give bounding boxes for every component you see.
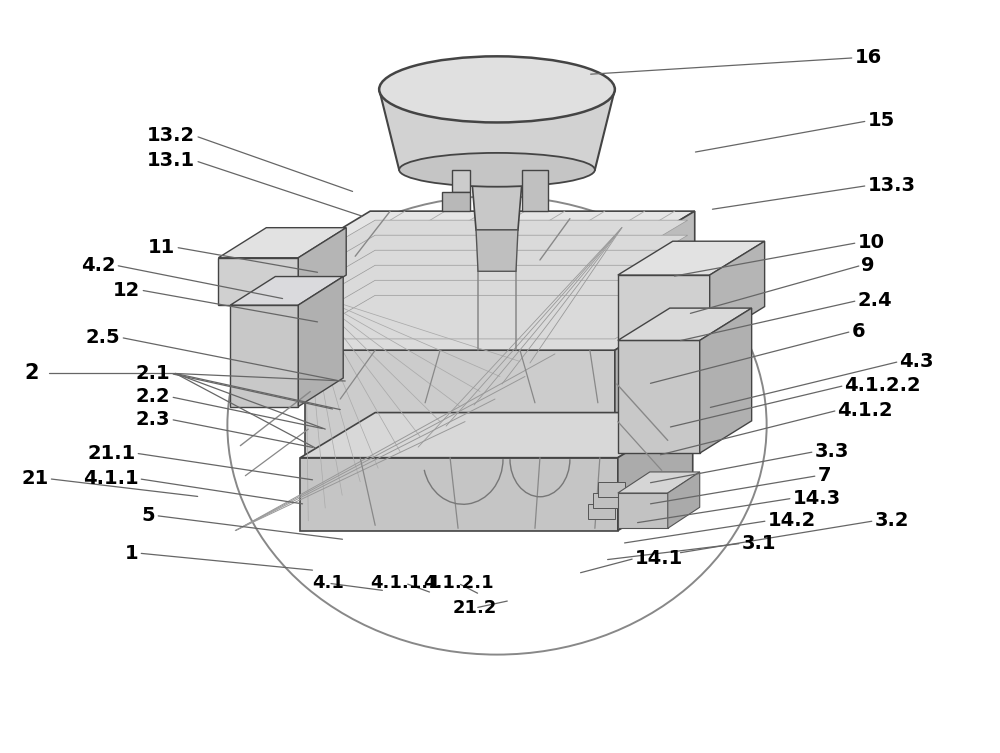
Text: 4.1: 4.1 [312, 575, 344, 592]
Polygon shape [588, 505, 615, 520]
Text: 14.1: 14.1 [635, 549, 683, 568]
Polygon shape [700, 308, 752, 453]
Polygon shape [230, 305, 298, 407]
Polygon shape [618, 308, 752, 340]
Polygon shape [452, 170, 470, 192]
Polygon shape [620, 211, 695, 350]
Polygon shape [618, 275, 710, 340]
Text: 4.1.1.1: 4.1.1.1 [370, 575, 440, 592]
Text: 13.3: 13.3 [867, 176, 915, 195]
Text: 10: 10 [858, 233, 885, 252]
Text: 2.3: 2.3 [136, 410, 170, 429]
Polygon shape [300, 280, 688, 324]
Polygon shape [379, 90, 615, 170]
Text: 11: 11 [148, 238, 175, 257]
Polygon shape [300, 295, 688, 339]
Text: 4.1.2.2: 4.1.2.2 [845, 376, 921, 395]
Text: 2.5: 2.5 [86, 328, 121, 347]
Polygon shape [300, 235, 688, 279]
Text: 7: 7 [818, 466, 831, 485]
Text: 4.1.2: 4.1.2 [838, 401, 893, 420]
Polygon shape [298, 276, 343, 407]
Polygon shape [522, 170, 548, 211]
Text: 2.4: 2.4 [858, 291, 892, 310]
Polygon shape [300, 220, 688, 264]
Polygon shape [300, 413, 693, 458]
Polygon shape [218, 227, 346, 258]
Text: 6: 6 [852, 322, 865, 341]
Text: 14.2: 14.2 [768, 511, 816, 530]
Polygon shape [230, 276, 343, 305]
Polygon shape [305, 350, 615, 459]
Text: 2.1: 2.1 [136, 364, 170, 383]
Polygon shape [710, 241, 765, 340]
Polygon shape [618, 241, 765, 275]
Polygon shape [300, 458, 618, 531]
Polygon shape [300, 265, 688, 309]
Polygon shape [618, 472, 700, 493]
Text: 21.1: 21.1 [87, 444, 136, 462]
Text: 3.3: 3.3 [815, 442, 849, 461]
Text: 13.1: 13.1 [147, 151, 195, 170]
Text: 2.2: 2.2 [136, 387, 170, 407]
Text: 13.2: 13.2 [147, 127, 195, 145]
Text: 5: 5 [142, 506, 155, 525]
Text: 4.1.1: 4.1.1 [83, 469, 139, 488]
Text: 3.2: 3.2 [874, 511, 909, 530]
Polygon shape [598, 482, 625, 497]
Text: 15: 15 [867, 111, 895, 130]
Ellipse shape [379, 56, 615, 123]
Polygon shape [295, 211, 695, 256]
Text: 16: 16 [855, 48, 882, 67]
Text: 21: 21 [21, 469, 49, 488]
Text: 3.1: 3.1 [742, 534, 776, 553]
Polygon shape [618, 340, 700, 453]
Ellipse shape [399, 153, 595, 187]
Polygon shape [593, 493, 620, 508]
Polygon shape [305, 306, 687, 350]
Polygon shape [615, 306, 687, 459]
Text: 2: 2 [24, 364, 39, 383]
Polygon shape [476, 230, 518, 271]
Polygon shape [300, 250, 688, 294]
Polygon shape [218, 258, 298, 305]
Text: 9: 9 [861, 256, 875, 275]
Text: 4.1.2.1: 4.1.2.1 [423, 575, 493, 592]
Text: 4.2: 4.2 [81, 256, 116, 275]
Text: 14.3: 14.3 [793, 489, 841, 508]
Polygon shape [618, 493, 668, 529]
Polygon shape [668, 472, 700, 529]
Text: 21.2: 21.2 [453, 599, 497, 617]
Text: 1: 1 [125, 544, 139, 562]
Polygon shape [618, 413, 693, 531]
Polygon shape [298, 227, 346, 305]
Polygon shape [471, 170, 523, 230]
Polygon shape [295, 256, 620, 350]
Polygon shape [442, 192, 470, 211]
Text: 12: 12 [113, 281, 141, 300]
Text: 4.3: 4.3 [899, 352, 934, 371]
